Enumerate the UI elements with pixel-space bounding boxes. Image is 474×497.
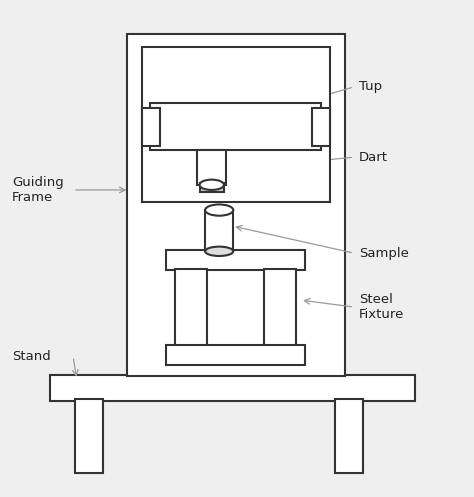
Bar: [175, 269, 207, 346]
Bar: [127, 34, 345, 376]
Bar: [312, 108, 330, 147]
Bar: [150, 103, 321, 150]
Text: Steel
Fixture: Steel Fixture: [359, 293, 404, 321]
Text: Tup: Tup: [359, 81, 382, 93]
Bar: [166, 250, 305, 269]
Bar: [50, 375, 415, 401]
Bar: [205, 210, 233, 251]
Text: Sample: Sample: [359, 247, 409, 260]
Ellipse shape: [200, 179, 224, 190]
Bar: [264, 269, 296, 346]
Bar: [166, 345, 305, 365]
Text: Dart: Dart: [359, 151, 388, 164]
Text: Stand: Stand: [12, 350, 51, 363]
Ellipse shape: [205, 204, 233, 216]
Bar: [142, 47, 330, 202]
Bar: [200, 183, 224, 192]
Bar: [142, 108, 160, 147]
Text: Guiding
Frame: Guiding Frame: [12, 176, 64, 204]
Bar: [336, 399, 363, 473]
Bar: [197, 150, 226, 185]
Bar: [75, 399, 102, 473]
Ellipse shape: [205, 247, 233, 256]
